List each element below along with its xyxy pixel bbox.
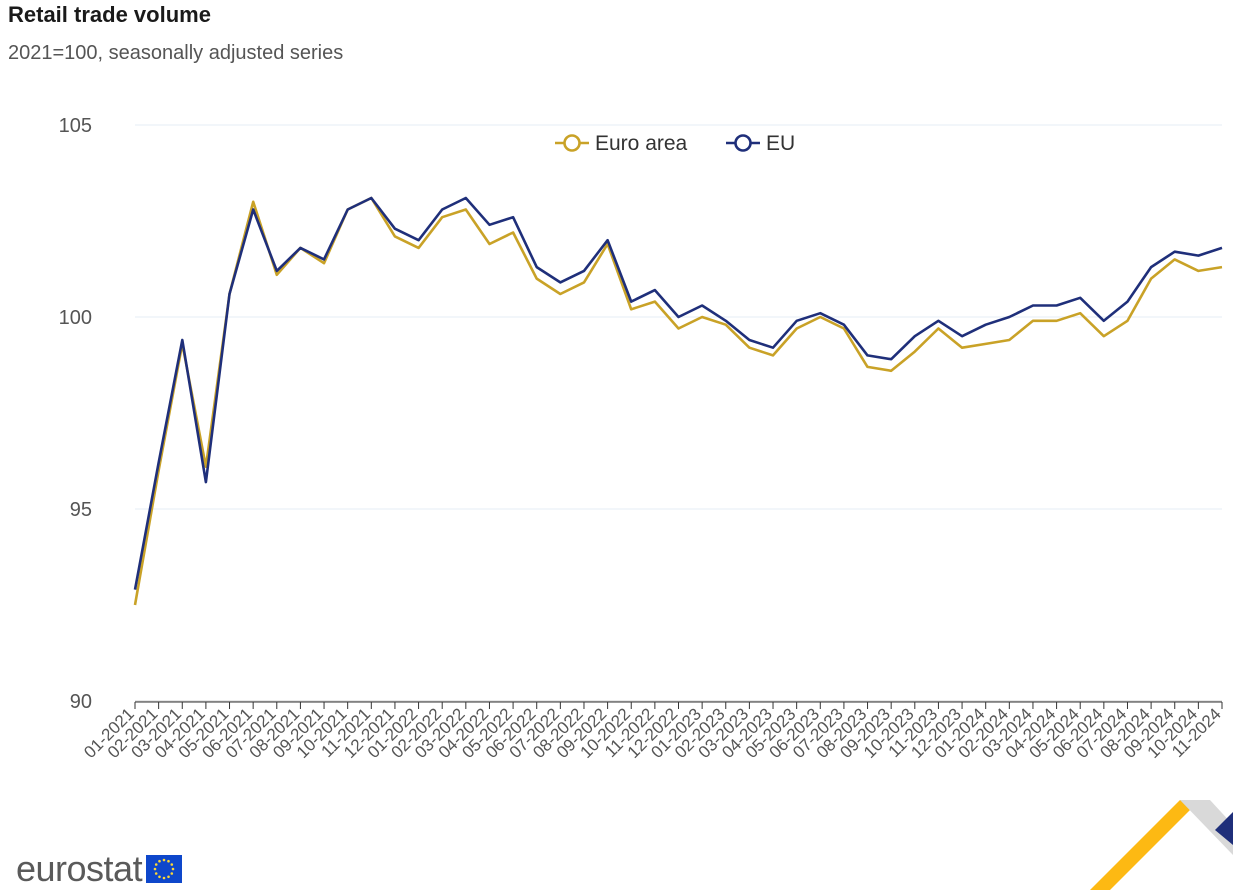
- chart-subtitle: 2021=100, seasonally adjusted series: [8, 42, 344, 64]
- grid-lines: [135, 124, 1222, 702]
- legend-item: EU: [726, 132, 795, 155]
- legend-marker-icon: [734, 134, 752, 152]
- chart-title: Retail trade volume: [8, 2, 211, 27]
- legend-label: Euro area: [595, 132, 688, 155]
- legend-label: EU: [766, 132, 795, 155]
- series-line-eu: [133, 196, 1223, 590]
- series-lines: [133, 196, 1223, 606]
- x-axis: 01-202102-202103-202104-202105-202106-20…: [80, 701, 1225, 762]
- y-tick-label: 105: [59, 115, 92, 137]
- y-axis-ticks: 90 95 100 105: [59, 115, 92, 713]
- y-tick-label: 90: [70, 691, 92, 713]
- y-tick-label: 100: [59, 307, 92, 329]
- legend: Euro area EU: [555, 132, 795, 155]
- y-tick-label: 95: [70, 499, 92, 521]
- legend-item: Euro area: [555, 132, 688, 155]
- eu-flag-icon: [146, 855, 183, 883]
- series-line-euro-area: [133, 196, 1223, 606]
- logo-text: eurostat: [16, 848, 143, 889]
- legend-marker-icon: [563, 134, 581, 152]
- eurostat-logo: eurostat: [16, 848, 183, 890]
- brand-corner-graphic: [1090, 800, 1233, 890]
